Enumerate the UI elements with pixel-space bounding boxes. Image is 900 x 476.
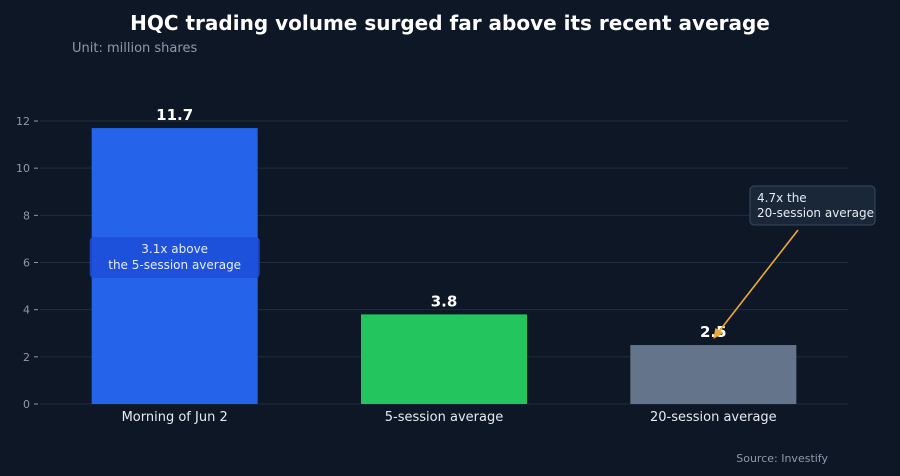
annotation-box: [89, 237, 260, 278]
y-tick-label: 2: [23, 351, 30, 364]
chart-source: Source: Investify: [736, 452, 828, 465]
value-label: 2.5: [700, 323, 727, 341]
y-tick-label: 12: [16, 115, 30, 128]
chart-title: HQC trading volume surged far above its …: [130, 11, 770, 35]
y-axis-ticks: 0 2 4 6 8 10 12: [16, 115, 38, 411]
annotation-text: 3.1x above: [141, 242, 208, 256]
value-labels: 11.7 3.8 2.5: [156, 106, 726, 341]
chart-subtitle: Unit: million shares: [72, 41, 197, 56]
annotation-text: the 5-session average: [108, 258, 241, 272]
x-tick-label: 5-session average: [385, 410, 503, 425]
x-tick-label: 20-session average: [650, 410, 777, 425]
annotation-ratio-5-session: 3.1x above the 5-session average: [89, 237, 260, 278]
y-tick-label: 4: [23, 304, 30, 317]
bar: [630, 345, 797, 404]
y-tick-label: 0: [23, 398, 30, 411]
annotation-text: 4.7x the: [757, 191, 807, 205]
value-label: 3.8: [431, 292, 458, 310]
value-label: 11.7: [156, 106, 193, 124]
x-tick-label: Morning of Jun 2: [122, 410, 228, 425]
y-tick-label: 10: [16, 162, 30, 175]
bar: [361, 314, 527, 404]
annotation-arrow: [718, 229, 799, 332]
y-tick-label: 8: [23, 209, 30, 222]
annotation-arrowhead: [713, 328, 724, 340]
annotation-box: [749, 185, 876, 226]
y-tick-label: 6: [23, 257, 30, 270]
annotation-text: 20-session average: [757, 206, 874, 220]
x-axis-labels: Morning of Jun 2 5-session average 20-sess…: [122, 410, 777, 425]
